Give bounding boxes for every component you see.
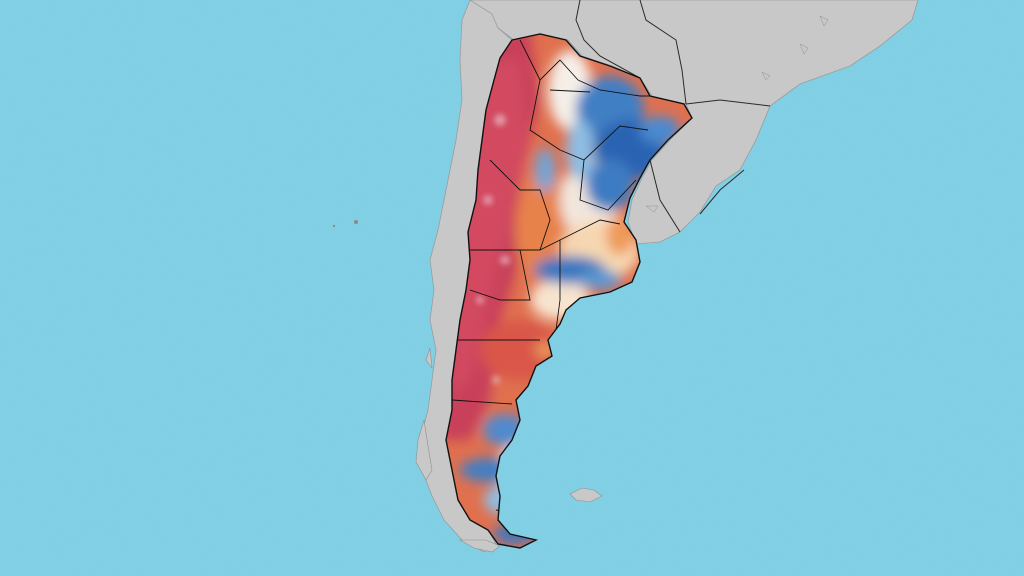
land-northeast [469, 0, 919, 245]
land-islets [645, 15, 829, 213]
neighbor-land [332, 0, 919, 553]
land-islet-west [354, 220, 358, 224]
neighbor-borders [575, 0, 771, 233]
land-islet-west-2 [332, 224, 336, 228]
land-chile-islands [415, 347, 501, 553]
land-falklands [569, 487, 603, 503]
